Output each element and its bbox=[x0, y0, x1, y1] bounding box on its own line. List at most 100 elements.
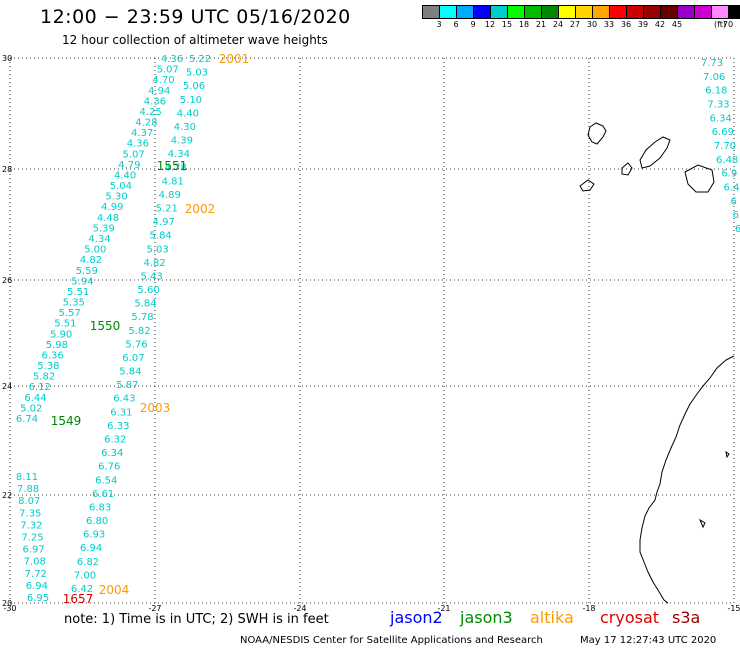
island-outline bbox=[579, 179, 595, 192]
satellite-legend-cryosat: cryosat bbox=[600, 608, 660, 627]
wave-height-value: 7.73 bbox=[701, 58, 723, 69]
wave-height-value: 6.32 bbox=[104, 435, 126, 446]
wave-height-value: 4.97 bbox=[153, 217, 175, 228]
colorbar-label: 9 bbox=[470, 20, 476, 29]
wave-height-value: 4.34 bbox=[88, 234, 110, 245]
wave-height-value: 5.84 bbox=[150, 231, 172, 242]
wave-height-value: 5.57 bbox=[59, 308, 81, 319]
wave-height-value: 7.32 bbox=[20, 520, 42, 531]
wave-height-value: 7.00 bbox=[74, 570, 96, 581]
wave-height-value: 6.95 bbox=[27, 593, 49, 604]
wave-height-value: 4.34 bbox=[168, 149, 190, 160]
pass-time-label: 2001 bbox=[219, 52, 250, 66]
wave-height-value: 5.98 bbox=[46, 340, 68, 351]
wave-height-value: 6.97 bbox=[22, 545, 44, 556]
wave-height-value: 4.36 bbox=[127, 139, 149, 150]
wave-height-value: 5.51 bbox=[67, 287, 89, 298]
colorbar-label: 70 bbox=[722, 20, 734, 29]
colorbar-label: 30 bbox=[586, 20, 598, 29]
wave-height-value: 7.88 bbox=[17, 484, 39, 495]
colorbar-label: 39 bbox=[637, 20, 649, 29]
y-axis-tick-label: 26 bbox=[2, 276, 12, 285]
colorbar-label: 45 bbox=[671, 20, 683, 29]
x-axis-tick-label: -24 bbox=[293, 604, 306, 613]
wave-height-value: 4.40 bbox=[177, 108, 199, 119]
pass-time-label: 1549 bbox=[51, 414, 82, 428]
wave-height-value: 6.43 bbox=[113, 394, 135, 405]
wave-height-value: 6.93 bbox=[83, 530, 105, 541]
wave-height-value: 4.89 bbox=[159, 190, 181, 201]
wave-height-value: 4.48 bbox=[97, 213, 119, 224]
wave-height-value: 5.84 bbox=[119, 367, 141, 378]
wave-height-value: 7.72 bbox=[25, 569, 47, 580]
wave-height-value: 6.69 bbox=[712, 127, 734, 138]
x-axis-tick-label: -30 bbox=[3, 604, 16, 613]
y-axis-tick-label: 30 bbox=[2, 54, 12, 63]
colorbar-label: 36 bbox=[620, 20, 632, 29]
colorbar-label: 12 bbox=[484, 20, 496, 29]
wave-height-value: 6 bbox=[733, 210, 739, 221]
colorbar-label: 27 bbox=[569, 20, 581, 29]
wave-height-value: 6.31 bbox=[110, 407, 132, 418]
wave-height-value: 4.36 bbox=[161, 54, 183, 65]
island-outline bbox=[587, 122, 607, 145]
wave-height-value: 8.07 bbox=[18, 496, 40, 507]
wave-height-value: 6.82 bbox=[77, 557, 99, 568]
colorbar-label: 18 bbox=[518, 20, 530, 29]
y-axis-tick-label: 28 bbox=[2, 165, 12, 174]
wave-height-value: 4.40 bbox=[114, 170, 136, 181]
wave-height-value: 6.4 bbox=[724, 183, 740, 194]
wave-height-value: 5.07 bbox=[122, 149, 144, 160]
pass-time-label: 2003 bbox=[140, 401, 171, 415]
wave-height-value: 6.83 bbox=[89, 502, 111, 513]
colorbar-label: 24 bbox=[552, 20, 564, 29]
colorbar-label: 15 bbox=[501, 20, 513, 29]
wave-height-value: 5.90 bbox=[50, 329, 72, 340]
wave-height-value: 5.02 bbox=[20, 403, 42, 414]
wave-height-value: 6.34 bbox=[710, 113, 732, 124]
wave-height-value: 7.06 bbox=[703, 72, 725, 83]
wave-height-value: 4.81 bbox=[162, 176, 184, 187]
island-outline bbox=[725, 450, 730, 459]
wave-height-value: 5.06 bbox=[183, 81, 205, 92]
wave-height-value: 7.25 bbox=[21, 533, 43, 544]
satellite-legend-s3a: s3a bbox=[672, 608, 701, 627]
wave-height-value: 5.60 bbox=[137, 285, 159, 296]
wave-height-value: 4.36 bbox=[144, 96, 166, 107]
wave-height-value: 6.42 bbox=[71, 584, 93, 595]
wave-height-value: 6.54 bbox=[95, 475, 117, 486]
wave-height-value: 6.18 bbox=[705, 86, 727, 97]
colorbar-unit: (ft) bbox=[714, 20, 727, 29]
wave-height-value: 6.76 bbox=[98, 462, 120, 473]
wave-height-value: 5.94 bbox=[71, 276, 93, 287]
wave-height-value: 7.35 bbox=[19, 508, 41, 519]
wave-height-value: 5.35 bbox=[63, 298, 85, 309]
wave-height-value: 6.94 bbox=[80, 543, 102, 554]
colorbar-label: 6 bbox=[453, 20, 459, 29]
wave-height-value: 5.87 bbox=[116, 380, 138, 391]
y-axis-tick-label: 22 bbox=[2, 491, 12, 500]
colorbar-label: 3 bbox=[436, 20, 442, 29]
pass-time-label: 1551 bbox=[157, 159, 188, 173]
island-outline bbox=[621, 162, 633, 176]
colorbar-label: 42 bbox=[654, 20, 666, 29]
wave-height-value: 6.34 bbox=[101, 448, 123, 459]
wave-height-value: 5.82 bbox=[128, 326, 150, 337]
wave-height-value: 7.70 bbox=[714, 141, 736, 152]
wave-height-value: 5.30 bbox=[105, 192, 127, 203]
wave-height-value: 5.00 bbox=[84, 245, 106, 256]
wave-height-value: 6.44 bbox=[24, 393, 46, 404]
wave-height-value: 6 bbox=[730, 196, 736, 207]
wave-height-value: 5.43 bbox=[140, 271, 162, 282]
wave-height-value: 4.79 bbox=[118, 160, 140, 171]
wave-height-value: 4.82 bbox=[143, 258, 165, 269]
wave-height-value: 4.78 bbox=[165, 163, 187, 174]
wave-height-value: 4.70 bbox=[152, 75, 174, 86]
wave-height-value: 6.9 bbox=[721, 169, 737, 180]
wave-height-value: 5.76 bbox=[125, 339, 147, 350]
wave-height-value: 4.94 bbox=[148, 86, 170, 97]
wave-height-value: 5.07 bbox=[157, 65, 179, 76]
wave-height-value: 6.12 bbox=[29, 382, 51, 393]
wave-height-value: 5.82 bbox=[33, 372, 55, 383]
